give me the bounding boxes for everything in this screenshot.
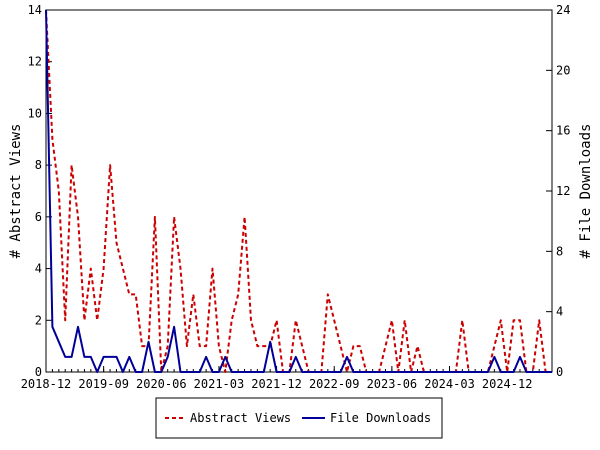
x-tick-label: 2020-06 — [136, 377, 187, 391]
y-left-tick-label: 8 — [35, 158, 42, 172]
x-tick-label: 2024-03 — [424, 377, 475, 391]
y-right-tick-label: 4 — [556, 305, 563, 319]
x-tick-label: 2021-12 — [251, 377, 302, 391]
x-tick-label: 2024-12 — [482, 377, 533, 391]
y-right-tick-label: 8 — [556, 244, 563, 258]
y-axis-right-title: # File Downloads — [578, 124, 594, 259]
x-tick-label: 2022-09 — [309, 377, 360, 391]
y-left-tick-label: 6 — [35, 210, 42, 224]
y-right-tick-label: 16 — [556, 124, 570, 138]
x-tick-label: 2021-03 — [194, 377, 245, 391]
legend-label-abstract-views: Abstract Views — [190, 411, 291, 425]
series-line-file-downloads — [45, 9, 552, 373]
x-tick-label: 2019-09 — [78, 377, 129, 391]
x-tick-label: 2023-06 — [367, 377, 418, 391]
legend-label-file-downloads: File Downloads — [330, 411, 431, 425]
y-left-tick-label: 12 — [28, 55, 42, 69]
y-axis-left-title: # Abstract Views — [8, 124, 24, 259]
legend-box — [155, 397, 443, 439]
y-right-tick-label: 24 — [556, 3, 570, 17]
y-left-tick-label: 4 — [35, 262, 42, 276]
y-left-tick-label: 10 — [28, 106, 42, 120]
y-right-tick-label: 0 — [556, 365, 563, 379]
y-left-tick-label: 2 — [35, 313, 42, 327]
x-tick-label: 2018-12 — [21, 377, 72, 391]
y-left-tick-label: 14 — [28, 3, 42, 17]
y-left-tick-label: 0 — [35, 365, 42, 379]
y-right-tick-label: 12 — [556, 184, 570, 198]
legend: Abstract Views File Downloads — [155, 397, 443, 439]
y-right-tick-label: 20 — [556, 63, 570, 77]
plot-area — [45, 9, 553, 373]
